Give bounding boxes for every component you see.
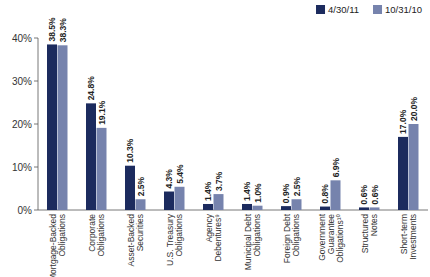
bars bbox=[47, 44, 419, 210]
legend-label: 4/30/11 bbox=[328, 4, 359, 15]
y-tick-label: 0% bbox=[18, 205, 33, 216]
data-label: 2.5% bbox=[136, 176, 146, 196]
data-label: 0.9% bbox=[281, 183, 291, 203]
bar bbox=[331, 180, 341, 210]
data-label: 20.0% bbox=[409, 96, 419, 121]
legend-swatch bbox=[316, 5, 325, 14]
bar bbox=[370, 207, 380, 210]
data-label: 4.3% bbox=[164, 169, 174, 189]
data-labels: 38.5% 24.8% 10.3% 4.3% 1.4% 1.4% 0.9% 0.8% 0.6% 1… bbox=[47, 17, 419, 205]
data-label: 17.0% bbox=[398, 109, 408, 134]
y-tick bbox=[34, 124, 38, 125]
y-tick bbox=[34, 167, 38, 168]
data-label: 1.4% bbox=[242, 181, 252, 201]
chart: 0% 10% 20% 30% 40% 38.5% 24.8% 10.3% 4.3% 1.4% 1.4… bbox=[0, 0, 430, 277]
category-label: Foreign DebtObligations bbox=[282, 213, 301, 263]
legend-swatch bbox=[373, 5, 382, 14]
y-tick-label: 10% bbox=[12, 162, 32, 173]
bar bbox=[359, 207, 369, 210]
bar bbox=[214, 194, 224, 210]
bar bbox=[47, 44, 57, 210]
category-label: Short-termInvestments bbox=[399, 214, 418, 260]
data-label: 6.9% bbox=[331, 158, 341, 178]
data-label: 5.4% bbox=[175, 164, 185, 184]
bar bbox=[292, 199, 302, 210]
category-label: Municipal DebtObligations bbox=[243, 213, 262, 270]
bar bbox=[281, 206, 291, 210]
bar bbox=[175, 187, 185, 210]
data-label: 0.8% bbox=[320, 184, 330, 204]
legend-label: 10/31/10 bbox=[385, 4, 422, 15]
bar bbox=[58, 45, 68, 210]
bar bbox=[86, 103, 96, 210]
category-label: CorporateObligations bbox=[87, 214, 106, 257]
y-tick-label: 40% bbox=[12, 33, 32, 44]
data-label: 3.7% bbox=[214, 171, 224, 191]
data-label: 0.6% bbox=[359, 185, 369, 205]
bar bbox=[242, 204, 252, 210]
bar bbox=[253, 206, 263, 210]
data-label: 38.5% bbox=[47, 17, 57, 42]
bar bbox=[203, 204, 213, 210]
y-tick bbox=[34, 38, 38, 39]
y-tick-label: 20% bbox=[12, 119, 32, 130]
bar bbox=[164, 192, 174, 210]
y-tick bbox=[34, 81, 38, 82]
data-label: 24.8% bbox=[86, 76, 96, 101]
legend: 4/30/11 10/31/10 bbox=[316, 4, 422, 15]
data-label: 38.3% bbox=[58, 18, 68, 43]
bar bbox=[398, 137, 408, 210]
chart-container: 0% 10% 20% 30% 40% 38.5% 24.8% 10.3% 4.3% 1.4% 1.4… bbox=[0, 0, 430, 277]
category-label: StructuredNotes bbox=[360, 214, 379, 253]
data-label: 1.0% bbox=[253, 183, 263, 203]
data-label: 0.6% bbox=[370, 185, 380, 205]
y-tick-label: 30% bbox=[12, 76, 32, 87]
bar bbox=[409, 124, 419, 210]
category-label: GovernmentGuaranteeObligations¹⁰ bbox=[317, 213, 345, 262]
data-label: 1.4% bbox=[203, 181, 213, 201]
data-label: 2.5% bbox=[292, 176, 302, 196]
bar bbox=[97, 128, 107, 210]
category-label: Mortgage-BackedObligations bbox=[48, 214, 67, 277]
data-label: 10.3% bbox=[125, 138, 135, 163]
bar bbox=[320, 207, 330, 210]
bar bbox=[125, 166, 135, 210]
data-label: 19.1% bbox=[97, 100, 107, 125]
category-label: U.S. TreasuryObligations bbox=[165, 213, 184, 266]
bar bbox=[136, 199, 146, 210]
category-label: Asset-BackedSecurities bbox=[126, 214, 145, 267]
y-tick bbox=[34, 210, 38, 211]
category-label: AgencyDebentures⁹ bbox=[204, 213, 223, 261]
